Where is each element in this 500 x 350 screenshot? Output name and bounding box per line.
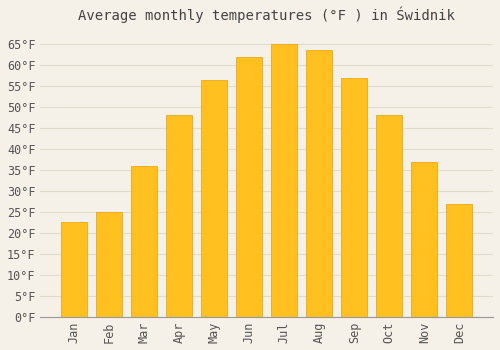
- Bar: [446, 204, 472, 317]
- Bar: [341, 78, 367, 317]
- Bar: [61, 223, 87, 317]
- Bar: [166, 116, 192, 317]
- Bar: [271, 44, 297, 317]
- Title: Average monthly temperatures (°F ) in Świdnik: Average monthly temperatures (°F ) in Św…: [78, 7, 455, 23]
- Bar: [376, 116, 402, 317]
- Bar: [411, 162, 438, 317]
- Bar: [306, 50, 332, 317]
- Bar: [96, 212, 122, 317]
- Bar: [201, 80, 228, 317]
- Bar: [236, 57, 262, 317]
- Bar: [131, 166, 157, 317]
